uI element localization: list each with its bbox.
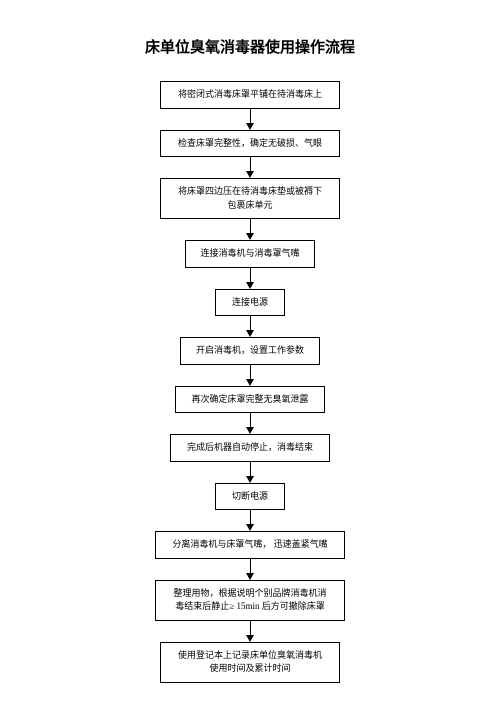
flow-node: 切断电源 [215,483,285,511]
flow-node-line: 将床罩四边压在待消毒床垫或被褥下 [171,185,329,199]
flow-arrow [246,413,254,434]
arrow-line [250,157,251,171]
arrow-head-icon [246,524,254,531]
flow-arrow [246,109,254,130]
flow-node: 连接消毒机与消毒罩气嘴 [185,240,315,268]
arrow-head-icon [246,171,254,178]
arrow-line [250,219,251,233]
flow-node: 整理用物，根据说明个别品牌消毒机消毒结束后静止≥ 15min 后方可撤除床罩 [155,580,345,621]
arrow-head-icon [246,635,254,642]
flow-node-line: 使用登记本上记录床单位臭氧消毒机 [171,649,329,663]
flow-node-line: 将密闭式消毒床罩平铺在待消毒床上 [171,88,329,102]
flow-node: 将密闭式消毒床罩平铺在待消毒床上 [160,81,340,109]
flow-node-line: 连接消毒机与消毒罩气嘴 [196,247,304,261]
page-title: 床单位臭氧消毒器使用操作流程 [0,36,500,57]
arrow-line [250,268,251,282]
flow-node: 将床罩四边压在待消毒床垫或被褥下包裹床单元 [160,178,340,219]
flow-node: 再次确定床罩完整无臭氧泄露 [175,386,325,414]
arrow-line [250,413,251,427]
flow-arrow [246,621,254,642]
flow-node-line: 整理用物，根据说明个别品牌消毒机消 [166,587,334,601]
flow-arrow [246,219,254,240]
flow-node: 完成后机器自动停止，消毒结束 [170,434,330,462]
flow-node-line: 完成后机器自动停止，消毒结束 [181,441,319,455]
flowchart-container: 将密闭式消毒床罩平铺在待消毒床上检查床罩完整性，确定无破损、气眼将床罩四边压在待… [0,81,500,683]
arrow-line [250,559,251,573]
arrow-head-icon [246,427,254,434]
flow-arrow [246,559,254,580]
flow-node-line: 切断电源 [226,490,274,504]
flow-node-line: 包裹床单元 [171,199,329,213]
flow-node-line: 连接电源 [226,296,274,310]
flow-node-line: 使用时间及累计时间 [171,662,329,676]
arrow-line [250,462,251,476]
flow-node: 使用登记本上记录床单位臭氧消毒机使用时间及累计时间 [160,642,340,683]
flow-node: 分离消毒机与床罩气嘴， 迅速盖紧气嘴 [155,531,345,559]
arrow-line [250,510,251,524]
flow-node-line: 开启消毒机，设置工作参数 [191,344,309,358]
flow-node: 检查床罩完整性，确定无破损、气眼 [160,130,340,158]
flow-node: 开启消毒机，设置工作参数 [180,337,320,365]
flow-arrow [246,316,254,337]
arrow-line [250,316,251,330]
flow-node: 连接电源 [215,289,285,317]
page: 床单位臭氧消毒器使用操作流程 将密闭式消毒床罩平铺在待消毒床上检查床罩完整性，确… [0,0,500,708]
flow-arrow [246,365,254,386]
flow-node-line: 检查床罩完整性，确定无破损、气眼 [171,137,329,151]
flow-node-line: 毒结束后静止≥ 15min 后方可撤除床罩 [166,600,334,614]
arrow-line [250,365,251,379]
arrow-line [250,109,251,123]
arrow-head-icon [246,282,254,289]
arrow-head-icon [246,233,254,240]
flow-arrow [246,510,254,531]
flow-node-line: 再次确定床罩完整无臭氧泄露 [186,393,314,407]
arrow-head-icon [246,476,254,483]
arrow-head-icon [246,330,254,337]
arrow-head-icon [246,573,254,580]
flow-arrow [246,157,254,178]
flow-node-line: 分离消毒机与床罩气嘴， 迅速盖紧气嘴 [166,538,334,552]
flow-arrow [246,268,254,289]
arrow-head-icon [246,123,254,130]
arrow-head-icon [246,379,254,386]
arrow-line [250,621,251,635]
flow-arrow [246,462,254,483]
